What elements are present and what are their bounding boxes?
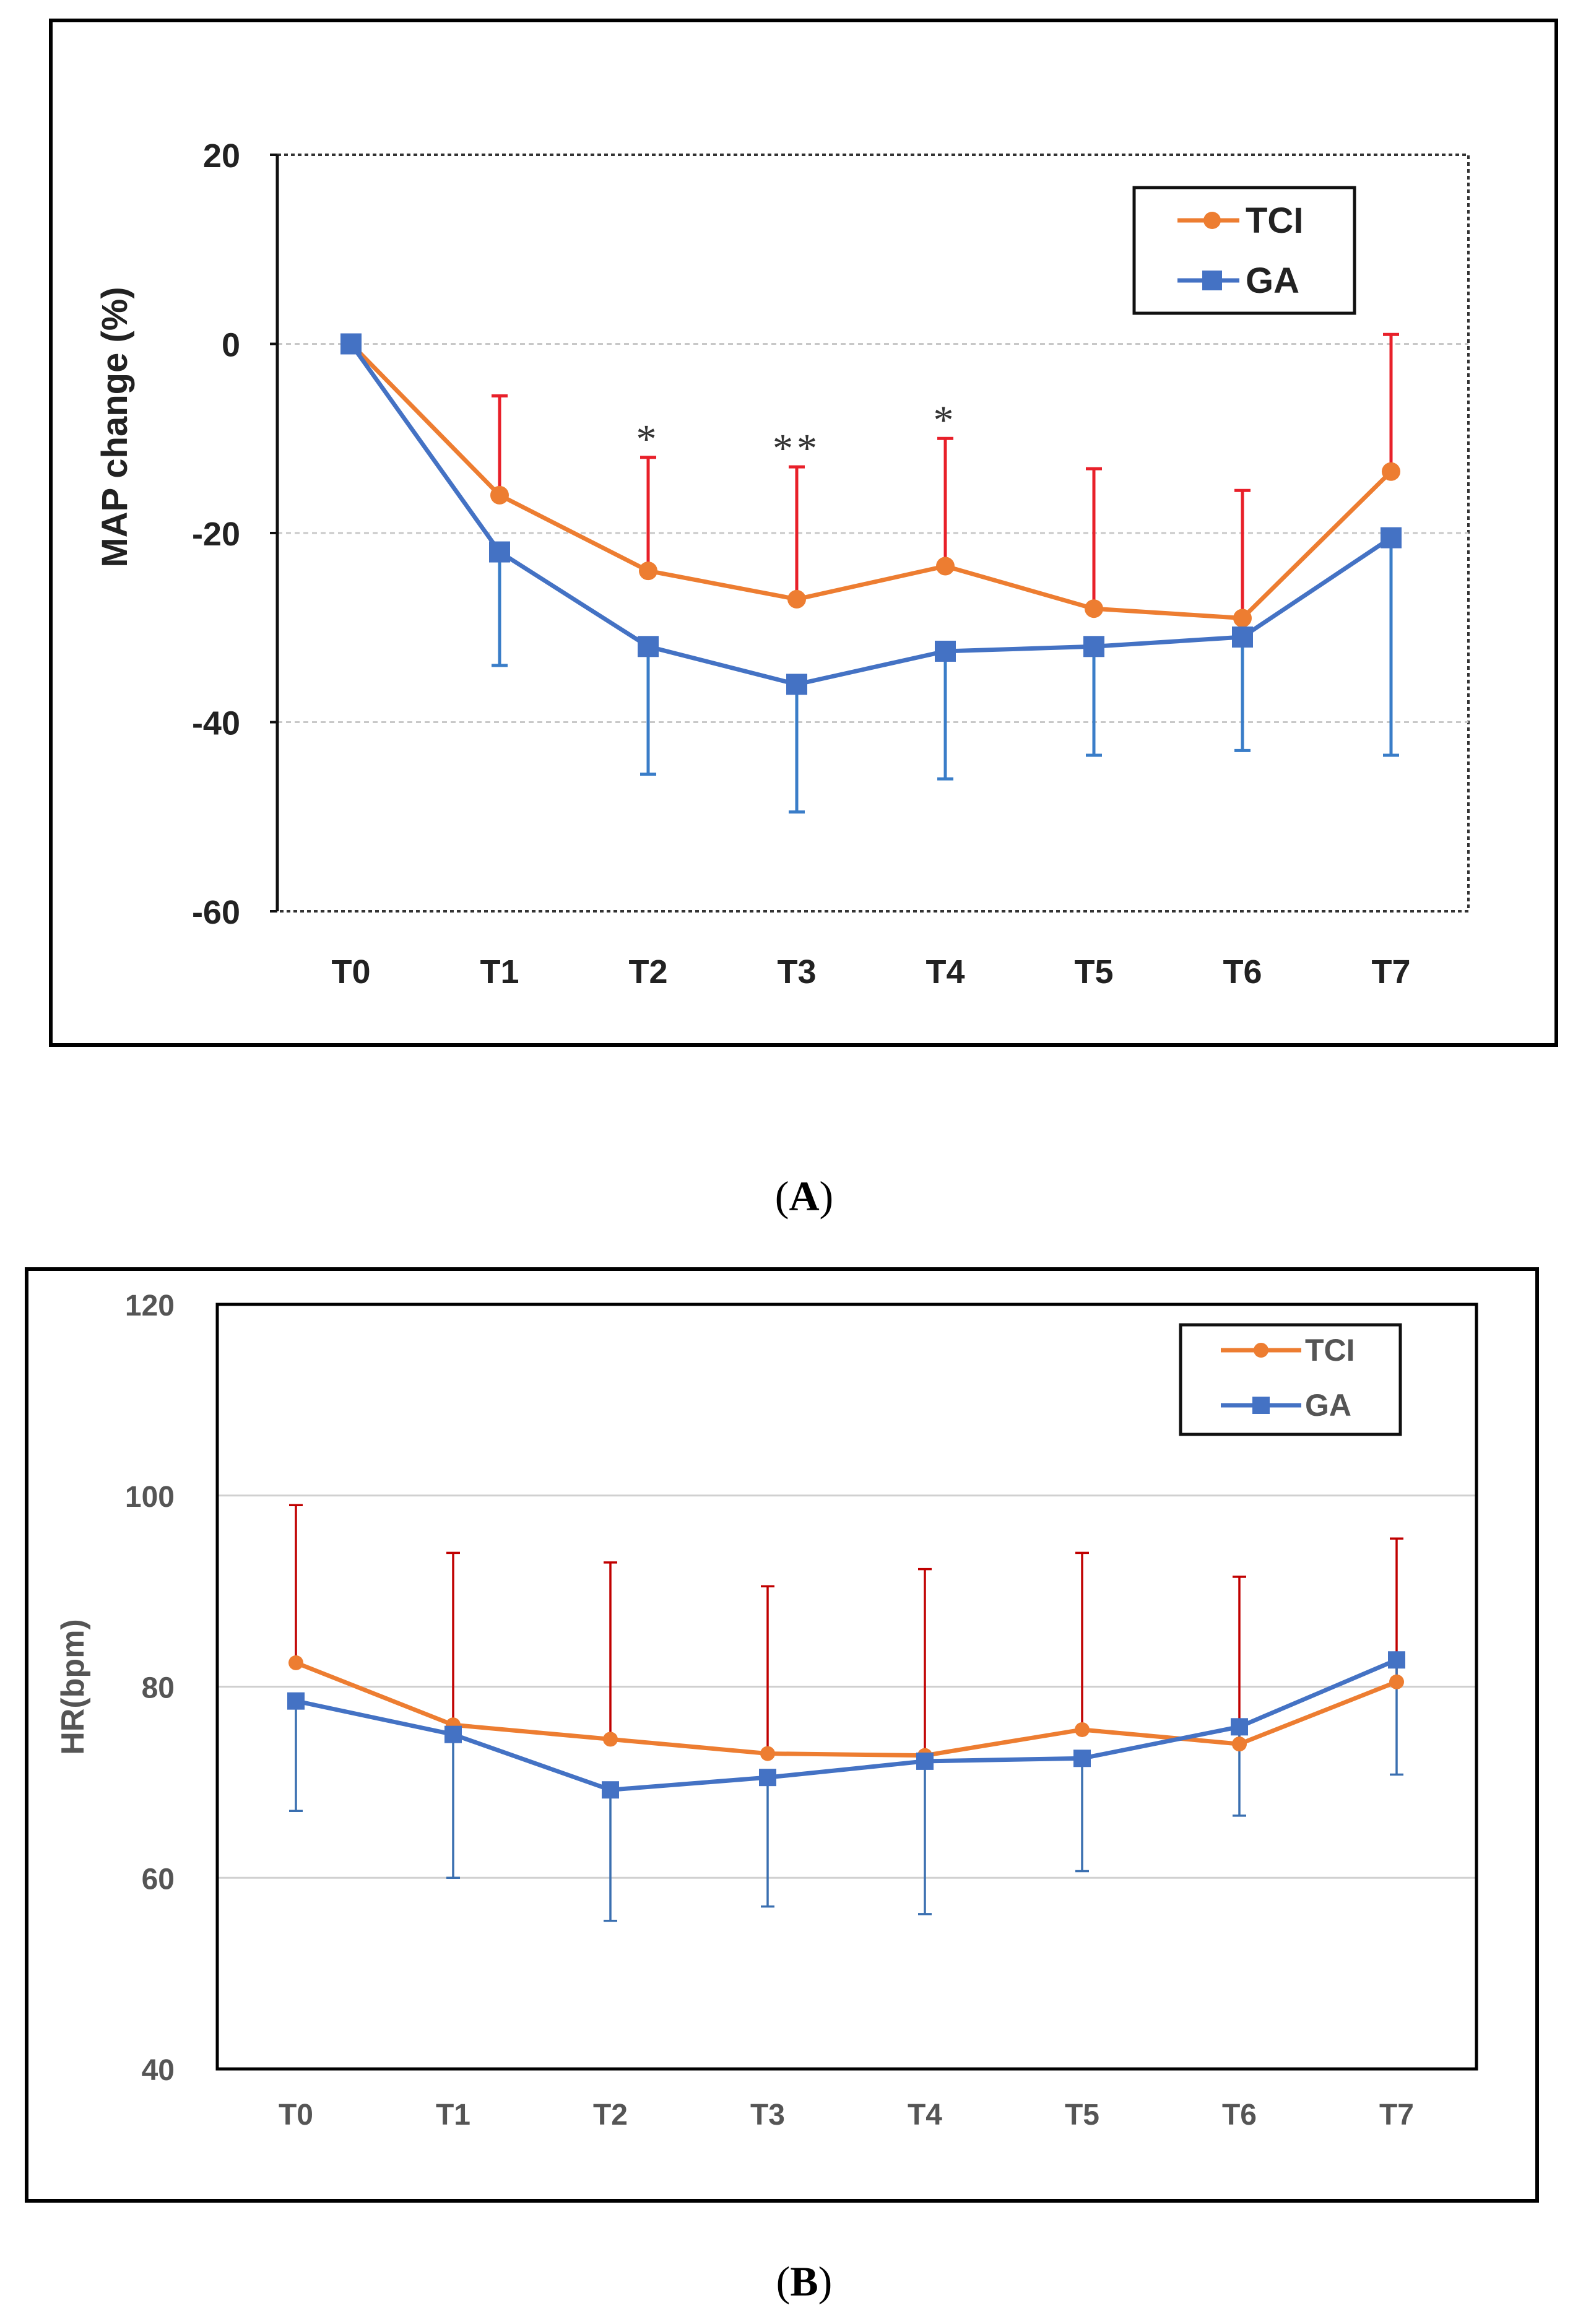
data-point-ga [287, 1692, 305, 1710]
data-point-tci [787, 589, 806, 609]
data-point-ga [1232, 627, 1253, 648]
panel-a-legend: TCI GA [1132, 186, 1356, 315]
panel-a-data-points [340, 333, 1402, 695]
panel-b-plot-area [215, 1303, 1478, 2071]
data-point-ga [1083, 636, 1104, 657]
x-tick-label: T1 [436, 2099, 470, 2131]
x-tick-label: T3 [777, 953, 816, 991]
panel-a-legend-tci-label: TCI [1246, 201, 1303, 241]
data-point-tci [288, 1655, 303, 1670]
y-tick-label: 0 [222, 327, 240, 364]
x-tick-label: T5 [1074, 953, 1113, 991]
panel-a: 200-20-40-60 T0 T1 T2 T3 T4 T5 T6 T7 * *** MAP c… [49, 19, 1558, 1220]
significance-marker: ** [773, 426, 821, 471]
x-tick-label: T7 [1371, 953, 1410, 991]
panel-b-caption-letter: B [790, 2258, 818, 2305]
panel-a-x-ticks: T0 T1 T2 T3 T4 T5 T6 T7 [331, 953, 1410, 991]
data-point-ga [1231, 1718, 1248, 1736]
significance-marker: * [636, 417, 661, 462]
x-tick-label: T2 [628, 953, 667, 991]
x-tick-label: T0 [279, 2099, 313, 2131]
y-tick-label: 80 [142, 1672, 175, 1705]
data-point-ga [340, 333, 362, 355]
panel-b-legend-tci-label: TCI [1305, 1333, 1355, 1368]
data-point-ga [935, 640, 956, 662]
data-point-tci [1232, 1736, 1247, 1752]
panel-b-frame [25, 1267, 1539, 2203]
x-tick-label: T1 [480, 953, 519, 991]
y-tick-label: -20 [192, 516, 240, 553]
y-tick-label: -60 [192, 894, 240, 931]
panel-b-caption: (B) [776, 2258, 833, 2305]
panel-a-y-ticks: 20 0 -20 -40 -60 [192, 137, 277, 931]
data-point-tci [1389, 1674, 1404, 1689]
panel-a-legend-ga-marker [1202, 271, 1222, 290]
panel-b-y-axis-label: HR(bpm) [55, 1619, 91, 1755]
data-point-ga [916, 1752, 934, 1770]
panel-b-series-lines [295, 1658, 1398, 1792]
significance-marker: * [934, 397, 958, 443]
panel-a-error-bars [492, 332, 1399, 814]
y-tick-label: 40 [142, 2054, 175, 2087]
data-point-tci [760, 1746, 775, 1761]
panel-a-caption: (A) [775, 1173, 833, 1220]
x-tick-label: T4 [908, 2099, 942, 2131]
y-tick-label: 20 [203, 137, 240, 175]
panel-a-frame [49, 19, 1558, 1047]
data-point-ga [759, 1769, 776, 1787]
panel-b-legend-box [1179, 1323, 1402, 1436]
series-line-tci [349, 342, 1393, 620]
data-point-tci [490, 485, 509, 505]
panel-b-legend-ga-label: GA [1305, 1388, 1351, 1423]
series-line-tci [295, 1660, 1398, 1758]
data-point-tci [1085, 599, 1103, 618]
data-point-ga [602, 1781, 619, 1799]
data-point-tci [1382, 462, 1400, 481]
y-tick-label: 100 [125, 1481, 175, 1514]
data-point-ga [444, 1725, 462, 1743]
x-tick-label: T5 [1065, 2099, 1099, 2131]
data-point-ga [1073, 1750, 1091, 1767]
x-tick-label: T7 [1379, 2099, 1414, 2131]
x-tick-label: T6 [1222, 2099, 1257, 2131]
panel-b: 120 100 80 60 40 T0 T1 T2 T3 T4 T5 T6 T7 HR(bpm) TC… [25, 1267, 1539, 2305]
x-tick-label: T6 [1223, 953, 1262, 991]
data-point-ga [638, 636, 659, 657]
data-point-ga [786, 674, 807, 695]
y-tick-label: 60 [142, 1863, 175, 1896]
panel-b-error-bars [289, 1504, 1403, 1922]
y-tick-label: -40 [192, 705, 240, 742]
series-line-ga [295, 1658, 1398, 1792]
panel-b-y-ticks: 120 100 80 60 40 [125, 1290, 175, 2087]
data-point-ga [489, 541, 510, 563]
data-point-tci [639, 561, 657, 581]
x-tick-label: T0 [331, 953, 370, 991]
panel-a-legend-tci-marker [1203, 212, 1221, 229]
x-tick-label: T2 [593, 2099, 628, 2131]
x-tick-label: T3 [750, 2099, 785, 2131]
panel-a-gridlines [277, 343, 1468, 723]
panel-b-legend-tci-marker [1254, 1343, 1268, 1358]
data-point-ga [1388, 1651, 1405, 1669]
panel-a-legend-ga-label: GA [1246, 261, 1299, 301]
x-tick-label: T4 [926, 953, 965, 991]
data-point-tci [936, 557, 955, 576]
panel-b-data-points [287, 1651, 1405, 1799]
panel-a-y-axis-label: MAP change (%) [95, 287, 135, 567]
panel-b-legend: TCI GA [1179, 1323, 1402, 1436]
data-point-tci [1233, 609, 1252, 628]
data-point-tci [603, 1732, 618, 1747]
panel-b-gridlines [217, 1494, 1476, 1879]
panel-a-series-lines [349, 342, 1393, 687]
panel-b-x-ticks: T0 T1 T2 T3 T4 T5 T6 T7 [279, 2099, 1414, 2131]
series-line-ga [349, 342, 1392, 687]
panel-a-legend-box [1132, 186, 1356, 315]
data-point-tci [1075, 1722, 1090, 1737]
panel-a-caption-letter: A [789, 1173, 819, 1220]
panel-b-legend-ga-marker [1252, 1397, 1270, 1414]
y-tick-label: 120 [125, 1290, 175, 1322]
panel-a-annotations: * *** [636, 397, 958, 471]
data-point-ga [1381, 527, 1402, 548]
